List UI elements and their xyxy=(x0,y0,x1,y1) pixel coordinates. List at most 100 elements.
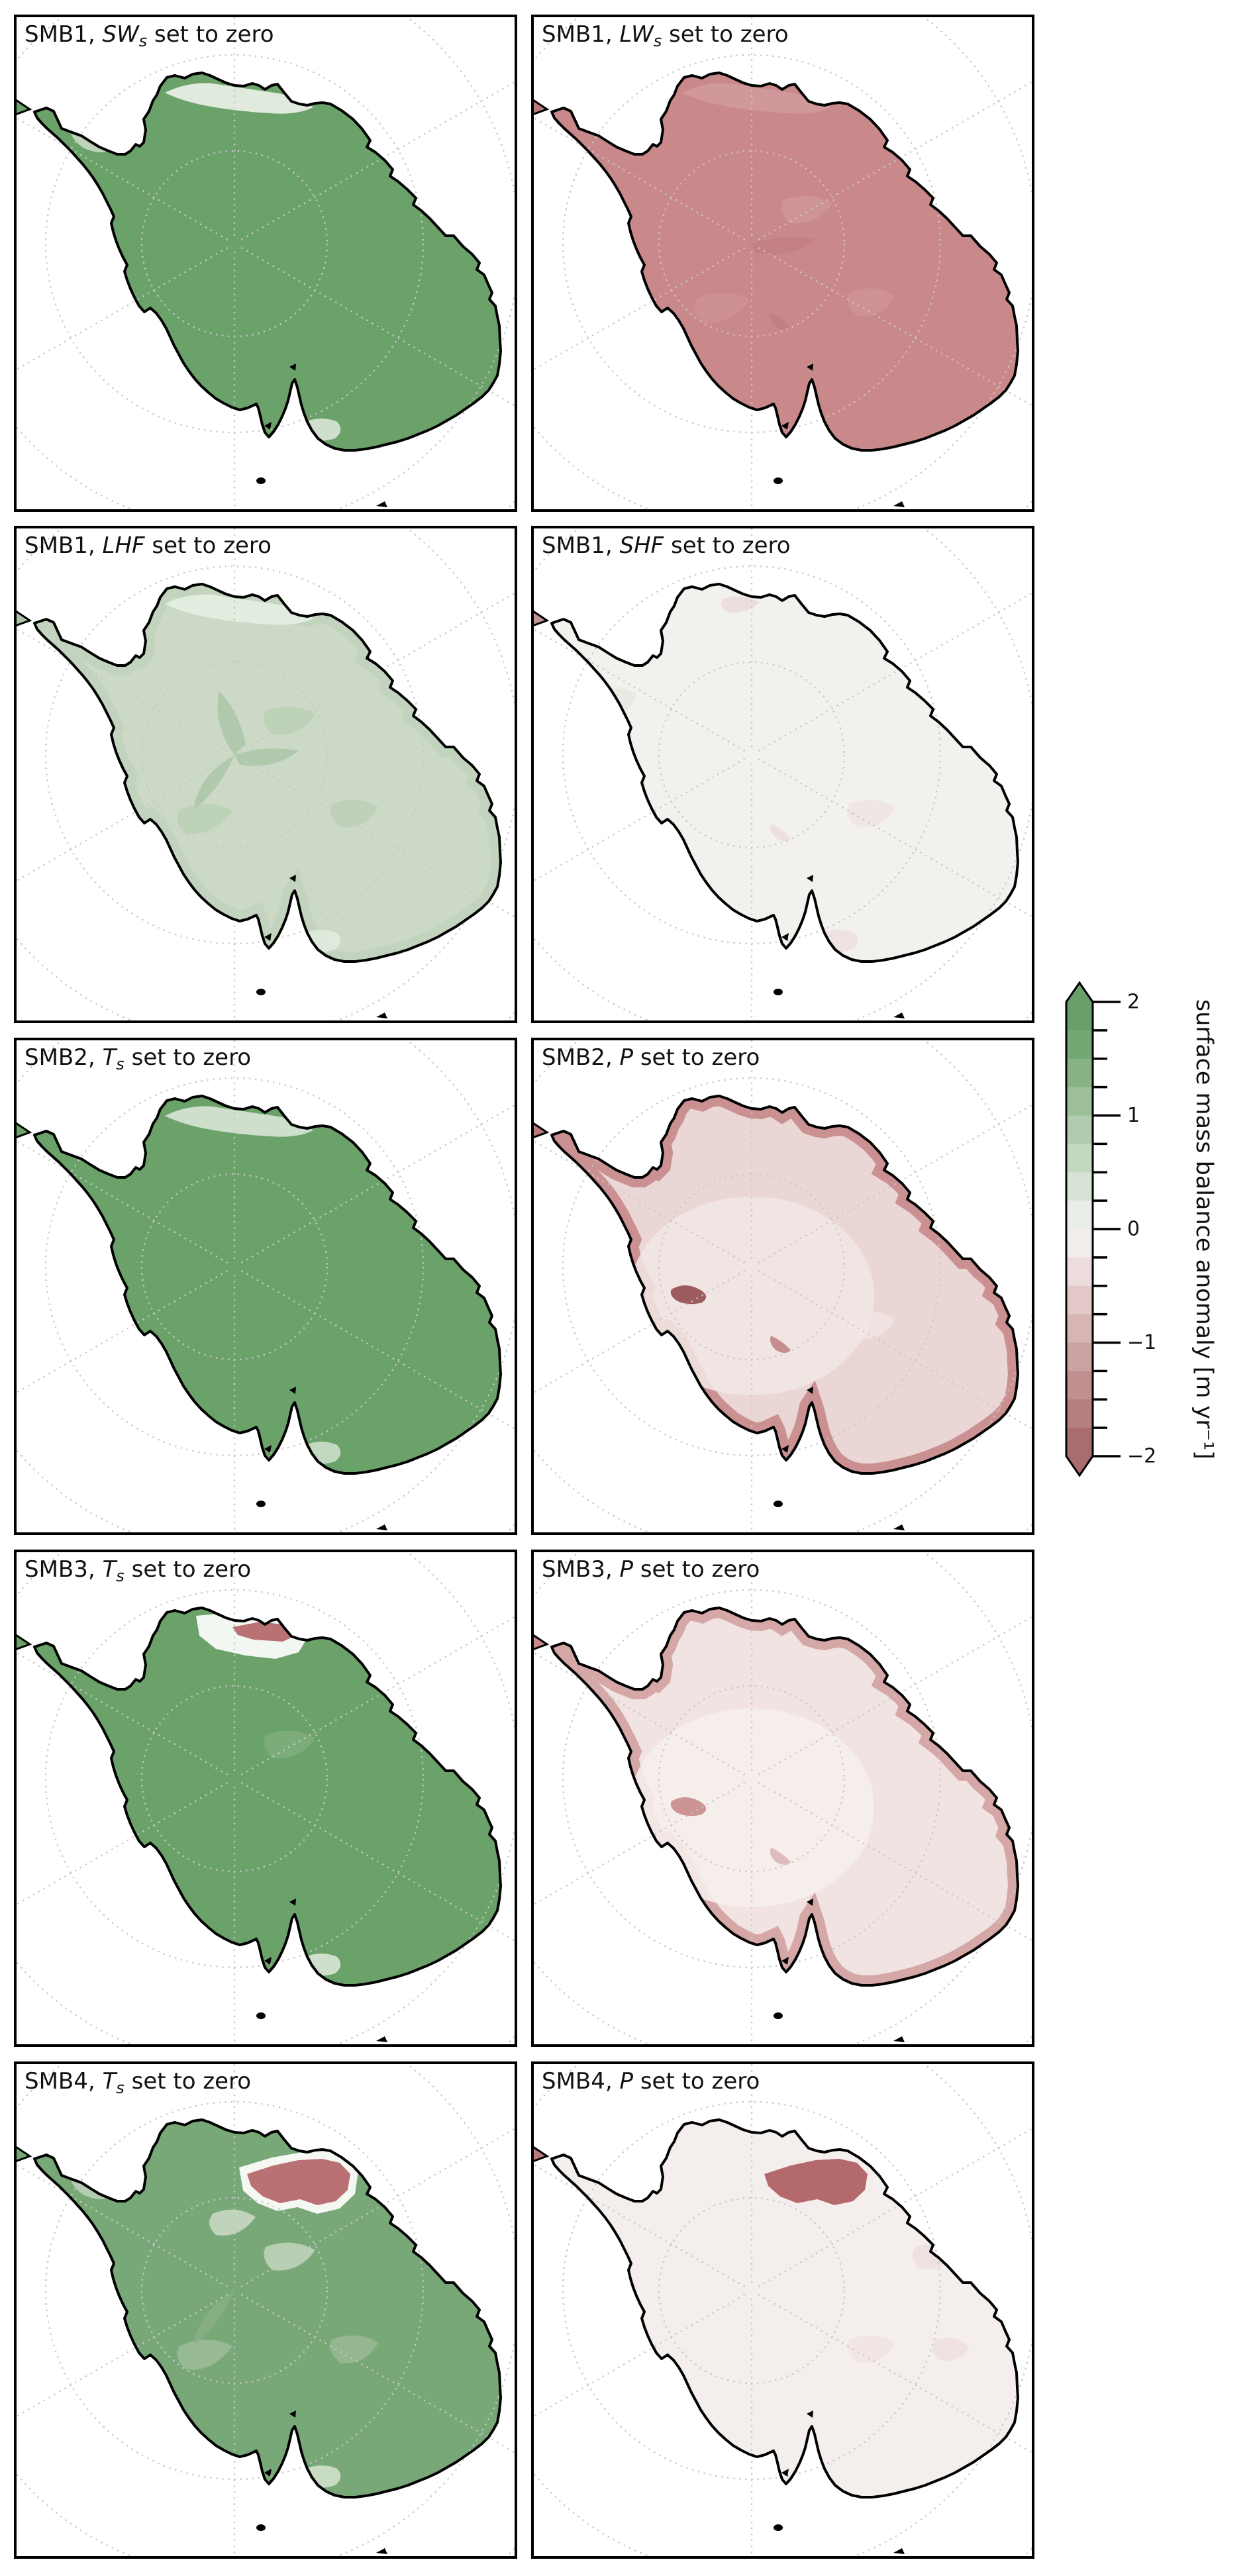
island xyxy=(264,933,272,941)
colorbar-segment xyxy=(1066,1428,1093,1457)
panel-border xyxy=(531,1550,1034,2047)
island xyxy=(376,2036,387,2042)
island xyxy=(807,1899,813,1906)
title-variable: LHF xyxy=(102,532,145,559)
coastline xyxy=(33,1095,502,1475)
colorbar-segment xyxy=(1066,1371,1093,1400)
title-prefix: SMB2, xyxy=(542,1044,620,1071)
colorbar-segment xyxy=(1066,1087,1093,1116)
colorbar-arrow-down xyxy=(1066,1456,1093,1475)
island xyxy=(893,2548,905,2554)
island xyxy=(781,933,789,941)
island xyxy=(376,501,387,507)
island xyxy=(781,1445,789,1453)
map-panel-smb3-t: SMB3, Ts set to zero xyxy=(14,1550,517,2047)
graticule xyxy=(14,1038,517,1535)
colorbar-tick-label: 2 xyxy=(1127,991,1140,1014)
anomaly-patch-dark_streak xyxy=(770,1336,791,1353)
anomaly-patch-center_light xyxy=(629,1197,874,1395)
island xyxy=(256,1501,266,1507)
antarctica-map-smb3-p xyxy=(531,1550,1034,2047)
coastline xyxy=(550,72,1019,452)
island xyxy=(774,989,783,995)
panel-title-smb2-t: SMB2, Ts set to zero xyxy=(25,1044,251,1073)
anomaly-patch-mottle_a xyxy=(694,293,750,323)
colorbar-segment xyxy=(1066,1058,1093,1088)
title-subscript: s xyxy=(116,2079,125,2097)
island xyxy=(376,2548,387,2554)
panel-title-smb3-p: SMB3, P set to zero xyxy=(542,1556,760,1583)
island xyxy=(774,477,783,484)
coastline xyxy=(33,2118,502,2499)
island xyxy=(807,1387,813,1394)
island xyxy=(893,1524,905,1530)
panel-title-smb1-lhf: SMB1, LHF set to zero xyxy=(25,532,272,559)
island xyxy=(289,875,296,882)
antarctica-map-smb1-lw xyxy=(531,15,1034,512)
anomaly-patch-mottle_c xyxy=(847,799,895,828)
panel-border xyxy=(14,1550,517,2047)
panel-border xyxy=(14,526,517,1023)
title-prefix: SMB2, xyxy=(25,1044,103,1071)
antarctica-map-smb2-p xyxy=(531,1038,1034,1535)
coastline xyxy=(33,1607,502,1987)
anomaly-patch-top_white_strip xyxy=(165,594,313,625)
anomaly-patch-top_white_strip xyxy=(682,83,830,114)
anomaly-patch-mottle_c xyxy=(847,288,895,317)
map-panel-smb1-lhf: SMB1, LHF set to zero xyxy=(14,526,517,1023)
colorbar-tick-label: 1 xyxy=(1127,1104,1140,1127)
map-panel-smb4-p: SMB4, P set to zero xyxy=(531,2061,1034,2559)
anomaly-patch-mottle_b xyxy=(264,707,315,735)
island xyxy=(893,1013,905,1018)
coastline xyxy=(33,72,502,452)
title-suffix: set to zero xyxy=(144,532,272,559)
graticule xyxy=(14,15,517,512)
antarctica-map-smb1-sw xyxy=(14,15,517,512)
island xyxy=(893,2036,905,2042)
title-variable: T xyxy=(102,2068,117,2095)
title-prefix: SMB1, xyxy=(542,21,620,48)
title-subscript: s xyxy=(653,32,662,50)
island xyxy=(289,364,296,371)
island xyxy=(376,1524,387,1530)
title-prefix: SMB1, xyxy=(25,532,103,559)
title-prefix: SMB4, xyxy=(25,2068,103,2095)
anomaly-patch-petal_a xyxy=(217,691,246,755)
map-panel-smb1-lw: SMB1, LWs set to zero xyxy=(531,15,1034,512)
antarctica-map-smb1-lhf xyxy=(14,526,517,1023)
coastline xyxy=(550,1095,1019,1475)
title-variable: LW xyxy=(619,21,654,48)
panel-border xyxy=(14,1038,517,1535)
anomaly-patch-mottle_c xyxy=(330,2335,378,2363)
panel-border xyxy=(531,2061,1034,2559)
antarctica-map-smb4-t xyxy=(14,2061,517,2559)
coastline xyxy=(550,1607,1019,1987)
island xyxy=(256,477,266,484)
title-variable: P xyxy=(619,1044,634,1071)
anomaly-patch-dark_streak xyxy=(770,313,791,330)
title-suffix: set to zero xyxy=(124,2068,252,2095)
graticule xyxy=(14,1550,517,2047)
title-prefix: SMB1, xyxy=(25,21,103,48)
colorbar-segment xyxy=(1066,1172,1093,1201)
panel-title-smb1-sw: SMB1, SWs set to zero xyxy=(25,21,274,50)
title-prefix: SMB4, xyxy=(542,2068,620,2095)
island xyxy=(781,422,789,430)
graticule xyxy=(531,2061,1034,2559)
title-suffix: set to zero xyxy=(633,1556,760,1583)
title-variable: SHF xyxy=(619,532,664,559)
island xyxy=(774,1501,783,1507)
colorbar-segment xyxy=(1066,1115,1093,1144)
title-prefix: SMB3, xyxy=(25,1556,103,1583)
graticule xyxy=(531,1038,1034,1535)
title-suffix: set to zero xyxy=(662,21,789,48)
antarctica-map-smb1-shf xyxy=(531,526,1034,1023)
map-panel-smb2-p: SMB2, P set to zero xyxy=(531,1038,1034,1535)
title-prefix: SMB1, xyxy=(542,532,620,559)
anomaly-patch-mottle_c xyxy=(847,2335,895,2363)
panel-title-smb1-shf: SMB1, SHF set to zero xyxy=(542,532,791,559)
map-panel-smb1-sw: SMB1, SWs set to zero xyxy=(14,15,517,512)
colorbar-segment xyxy=(1066,1229,1093,1258)
graticule xyxy=(531,526,1034,1023)
